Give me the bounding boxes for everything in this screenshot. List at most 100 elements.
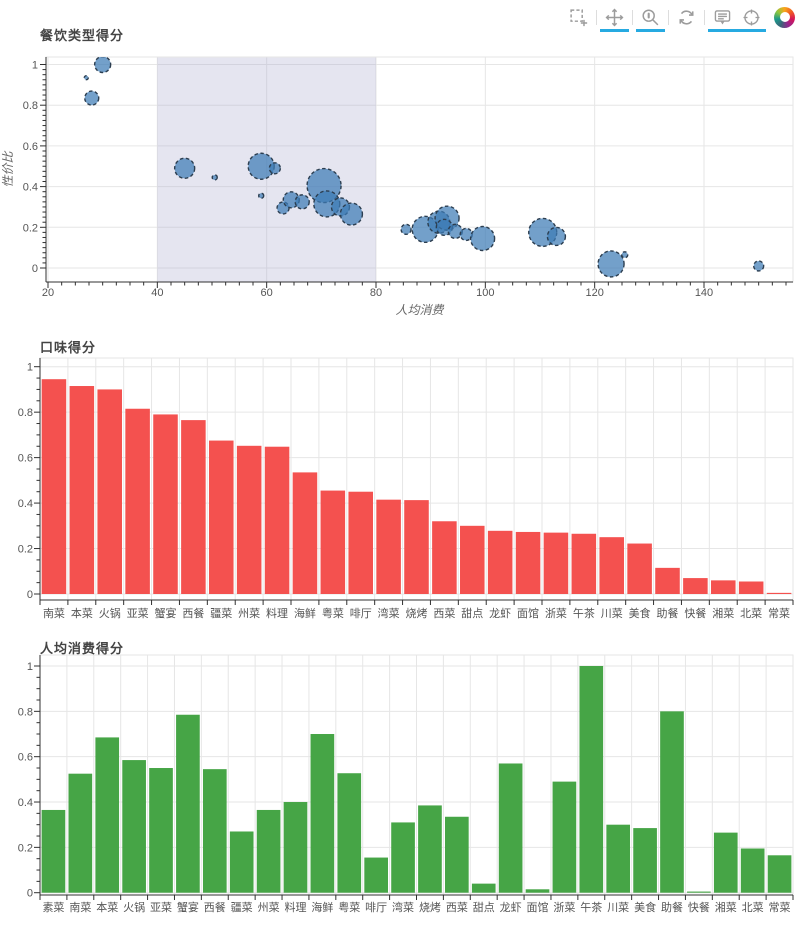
- bar[interactable]: [660, 711, 684, 893]
- scatter-bubble[interactable]: [258, 192, 265, 199]
- bar[interactable]: [153, 414, 178, 594]
- bar[interactable]: [181, 420, 206, 594]
- bar[interactable]: [41, 379, 67, 594]
- bar[interactable]: [149, 768, 173, 893]
- bar[interactable]: [337, 773, 362, 893]
- y-tick-label: 0.6: [18, 453, 33, 465]
- bar[interactable]: [176, 714, 200, 893]
- plot-canvas[interactable]: 20 40 60 80 100 120 140 0 0.2 0.4 0.6 0.8 1 人均消费 性价比: [0, 0, 801, 330]
- bar[interactable]: [97, 389, 122, 594]
- bar[interactable]: [515, 531, 541, 594]
- bar[interactable]: [229, 831, 254, 893]
- scatter-bubble[interactable]: [268, 162, 282, 175]
- crosshair-tool-button[interactable]: [737, 6, 766, 32]
- bar[interactable]: [627, 543, 652, 594]
- bar[interactable]: [571, 533, 597, 594]
- category-label: 西餐: [204, 900, 226, 914]
- category-label: 浙菜: [553, 901, 575, 914]
- bar[interactable]: [264, 446, 290, 594]
- bar[interactable]: [95, 737, 120, 893]
- y-tick-label: 0.6: [23, 141, 38, 153]
- x-tick-label: 80: [370, 287, 382, 299]
- scatter-bubble[interactable]: [400, 223, 412, 236]
- bar[interactable]: [202, 769, 227, 893]
- bar[interactable]: [711, 580, 736, 594]
- hover-tool-button[interactable]: [708, 6, 737, 32]
- category-label: 烧烤: [406, 606, 428, 620]
- category-label: 疆菜: [210, 607, 232, 620]
- scatter-bubble[interactable]: [546, 226, 567, 247]
- bar[interactable]: [348, 491, 373, 594]
- bokeh-toolbar: [564, 6, 795, 32]
- bar[interactable]: [683, 578, 708, 594]
- bar[interactable]: [256, 809, 281, 893]
- bar[interactable]: [543, 532, 569, 594]
- scatter-bubble[interactable]: [211, 174, 218, 181]
- category-label: 海鲜: [311, 900, 333, 914]
- bar[interactable]: [445, 816, 469, 893]
- bar[interactable]: [579, 666, 604, 893]
- box-select-tool-button[interactable]: [564, 6, 593, 28]
- scatter-bubble[interactable]: [621, 251, 629, 259]
- bar[interactable]: [236, 445, 262, 594]
- bar[interactable]: [68, 773, 93, 893]
- y-tick-label: 0.2: [18, 842, 33, 854]
- bar[interactable]: [292, 472, 318, 594]
- bar[interactable]: [606, 824, 631, 893]
- bar[interactable]: [122, 760, 146, 893]
- scatter-bubble[interactable]: [447, 223, 463, 240]
- category-label: 美食: [629, 606, 651, 620]
- bar[interactable]: [283, 802, 308, 893]
- scatter-points-layer: [83, 57, 765, 278]
- bar[interactable]: [310, 734, 335, 893]
- category-label: 啡厅: [365, 901, 387, 914]
- bokeh-logo[interactable]: [774, 6, 795, 28]
- scatter-bubble[interactable]: [597, 250, 625, 278]
- category-label: 北菜: [740, 607, 762, 620]
- bar[interactable]: [391, 822, 415, 893]
- scatter-bubble[interactable]: [173, 157, 196, 179]
- scatter-bubble[interactable]: [84, 90, 100, 106]
- bar[interactable]: [432, 521, 457, 594]
- pan-tool-button[interactable]: [600, 6, 629, 32]
- bar[interactable]: [552, 781, 577, 893]
- scatter-chart-title: 餐饮类型得分: [40, 28, 125, 43]
- reset-tool-button[interactable]: [672, 6, 701, 28]
- bar[interactable]: [125, 408, 150, 594]
- bar[interactable]: [471, 883, 496, 893]
- bar[interactable]: [498, 763, 523, 893]
- pan-icon: [605, 8, 624, 26]
- scatter-bubble[interactable]: [339, 202, 364, 226]
- bar[interactable]: [69, 386, 95, 594]
- bar[interactable]: [525, 889, 550, 893]
- bar[interactable]: [740, 848, 765, 893]
- bar[interactable]: [687, 891, 711, 893]
- category-label: 南菜: [69, 901, 91, 914]
- bar[interactable]: [376, 499, 401, 594]
- plot-canvas[interactable]: 0 0.2 0.4 0.6 0.8 1 素菜 南菜 本菜 火锅 亚菜 蟹宴 西餐 疆菜 州菜 料理 海鲜 粤菜 啡厅…: [0, 635, 801, 932]
- scatter-bubble[interactable]: [294, 194, 310, 210]
- category-label: 烧烤: [419, 900, 441, 914]
- plot-canvas[interactable]: 0 0.2 0.4 0.6 0.8 1 南菜 本菜 火锅 亚菜 蟹宴 西餐 疆菜 州菜 料理 海鲜 粤菜 啡厅 湾菜…: [0, 330, 801, 635]
- bar[interactable]: [633, 828, 657, 893]
- bar[interactable]: [418, 805, 442, 893]
- bar[interactable]: [767, 855, 792, 893]
- wheel-zoom-tool-button[interactable]: [636, 6, 665, 32]
- bar[interactable]: [738, 581, 764, 594]
- scatter-bubble[interactable]: [83, 75, 89, 81]
- bar[interactable]: [460, 525, 485, 594]
- scatter-bubble[interactable]: [93, 57, 112, 74]
- bar[interactable]: [404, 500, 429, 594]
- bar[interactable]: [599, 537, 624, 594]
- bar[interactable]: [487, 530, 513, 594]
- bar[interactable]: [364, 857, 388, 893]
- bar[interactable]: [713, 832, 738, 893]
- bar[interactable]: [655, 567, 680, 594]
- bar[interactable]: [320, 490, 346, 594]
- bar[interactable]: [209, 440, 234, 594]
- bar[interactable]: [766, 592, 792, 594]
- toolbar-separator: [596, 9, 597, 25]
- scatter-bubble[interactable]: [752, 260, 765, 272]
- scatter-bubble[interactable]: [469, 225, 496, 252]
- bar[interactable]: [41, 809, 66, 893]
